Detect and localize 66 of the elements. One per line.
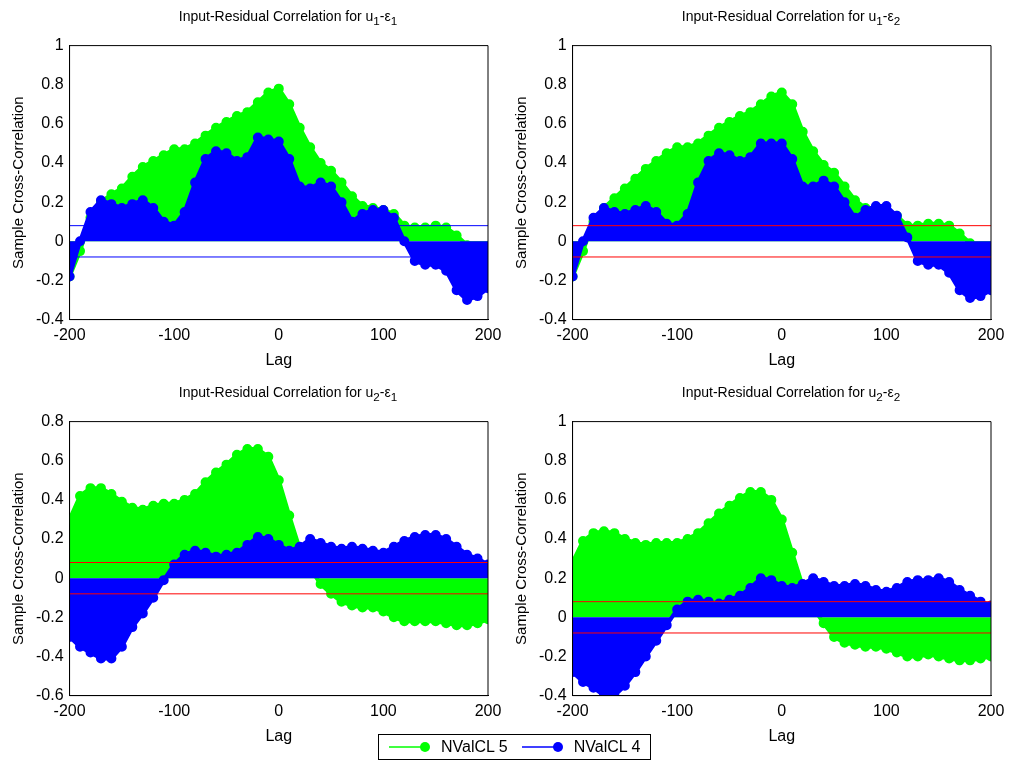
legend-label: NValCL 5 bbox=[440, 738, 508, 756]
x-tick-label: 100 bbox=[370, 325, 397, 343]
y-tick-label: 1 bbox=[557, 412, 567, 430]
x-tick-label: -100 bbox=[158, 325, 191, 343]
chart-title: Input-Residual Correlation for u$_{1}$-ε$_{1}$ bbox=[177, 8, 399, 29]
y-tick-label: 0.4 bbox=[41, 153, 64, 171]
y-tick-label: 0.6 bbox=[41, 114, 64, 132]
y-tick-label: -0.4 bbox=[35, 646, 64, 664]
x-tick-label: 100 bbox=[873, 325, 900, 343]
x-tick-label: -200 bbox=[556, 325, 589, 343]
y-tick-label: 0 bbox=[54, 568, 64, 586]
y-tick-label: 0 bbox=[557, 231, 567, 249]
y-tick-label: -0.4 bbox=[538, 310, 567, 328]
y-tick-label: 0 bbox=[54, 231, 64, 249]
y-tick-label: 0.8 bbox=[544, 75, 567, 93]
y-tick-label: 0.8 bbox=[41, 75, 64, 93]
x-tick-label: -200 bbox=[556, 701, 589, 719]
y-tick-label: 0.4 bbox=[544, 529, 567, 547]
x-tick-label: 100 bbox=[370, 701, 397, 719]
x-tick-label: 0 bbox=[274, 701, 284, 719]
y-tick-label: -0.2 bbox=[35, 607, 64, 625]
x-tick-label: 0 bbox=[274, 325, 284, 343]
y-tick-label: -0.2 bbox=[35, 270, 64, 288]
y-tick-label: -0.4 bbox=[538, 686, 567, 704]
x-tick-label: -200 bbox=[53, 325, 86, 343]
y-tick-label: 0.8 bbox=[544, 451, 567, 469]
chart-title: Input-Residual Correlation for u$_{2}$-ε$_{1}$ bbox=[177, 384, 399, 405]
x-tick-label: 100 bbox=[873, 701, 900, 719]
y-tick-label: -0.2 bbox=[538, 270, 567, 288]
chart-title: Input-Residual Correlation for u$_{1}$-ε$_{2}$ bbox=[680, 8, 902, 29]
x-tick-label: -100 bbox=[661, 701, 694, 719]
y-tick-label: 1 bbox=[54, 36, 64, 54]
x-axis-title: Lag bbox=[265, 726, 293, 744]
y-tick-label: 0.2 bbox=[544, 568, 567, 586]
y-tick-label: 0.2 bbox=[41, 192, 64, 210]
y-tick-label: 0.2 bbox=[544, 192, 567, 210]
y-tick-label: -0.2 bbox=[538, 646, 567, 664]
x-axis-title: Lag bbox=[768, 350, 796, 368]
y-axis-title: Sample Cross-Correlation bbox=[512, 96, 530, 269]
x-tick-label: 0 bbox=[777, 325, 787, 343]
y-tick-label: 0.2 bbox=[41, 529, 64, 547]
y-tick-label: 0.4 bbox=[544, 153, 567, 171]
x-tick-label: 200 bbox=[474, 325, 502, 343]
x-tick-label: 200 bbox=[977, 701, 1005, 719]
x-tick-label: 200 bbox=[474, 701, 502, 719]
y-tick-label: 0.4 bbox=[41, 490, 64, 508]
x-tick-label: -200 bbox=[53, 701, 86, 719]
x-tick-label: -100 bbox=[158, 701, 191, 719]
y-tick-label: -0.4 bbox=[35, 310, 64, 328]
y-tick-label: 0 bbox=[557, 607, 567, 625]
x-axis-title: Lag bbox=[265, 350, 293, 368]
y-tick-label: -0.6 bbox=[35, 686, 64, 704]
y-axis-title: Sample Cross-Correlation bbox=[512, 472, 530, 645]
x-tick-label: -100 bbox=[661, 325, 694, 343]
legend-label: NValCL 4 bbox=[572, 738, 641, 756]
y-tick-label: 0.6 bbox=[41, 451, 64, 469]
x-tick-label: 200 bbox=[977, 325, 1005, 343]
y-tick-label: 1 bbox=[557, 36, 567, 54]
x-axis-title: Lag bbox=[768, 726, 796, 744]
y-tick-label: 0.6 bbox=[544, 490, 567, 508]
y-axis-title: Sample Cross-Correlation bbox=[9, 96, 27, 269]
y-axis-title: Sample Cross-Correlation bbox=[9, 472, 27, 645]
y-tick-label: 0.6 bbox=[544, 114, 567, 132]
chart-title: Input-Residual Correlation for u$_{2}$-ε$_{2}$ bbox=[680, 384, 902, 405]
x-tick-label: 0 bbox=[777, 701, 787, 719]
y-tick-label: 0.8 bbox=[41, 412, 64, 430]
